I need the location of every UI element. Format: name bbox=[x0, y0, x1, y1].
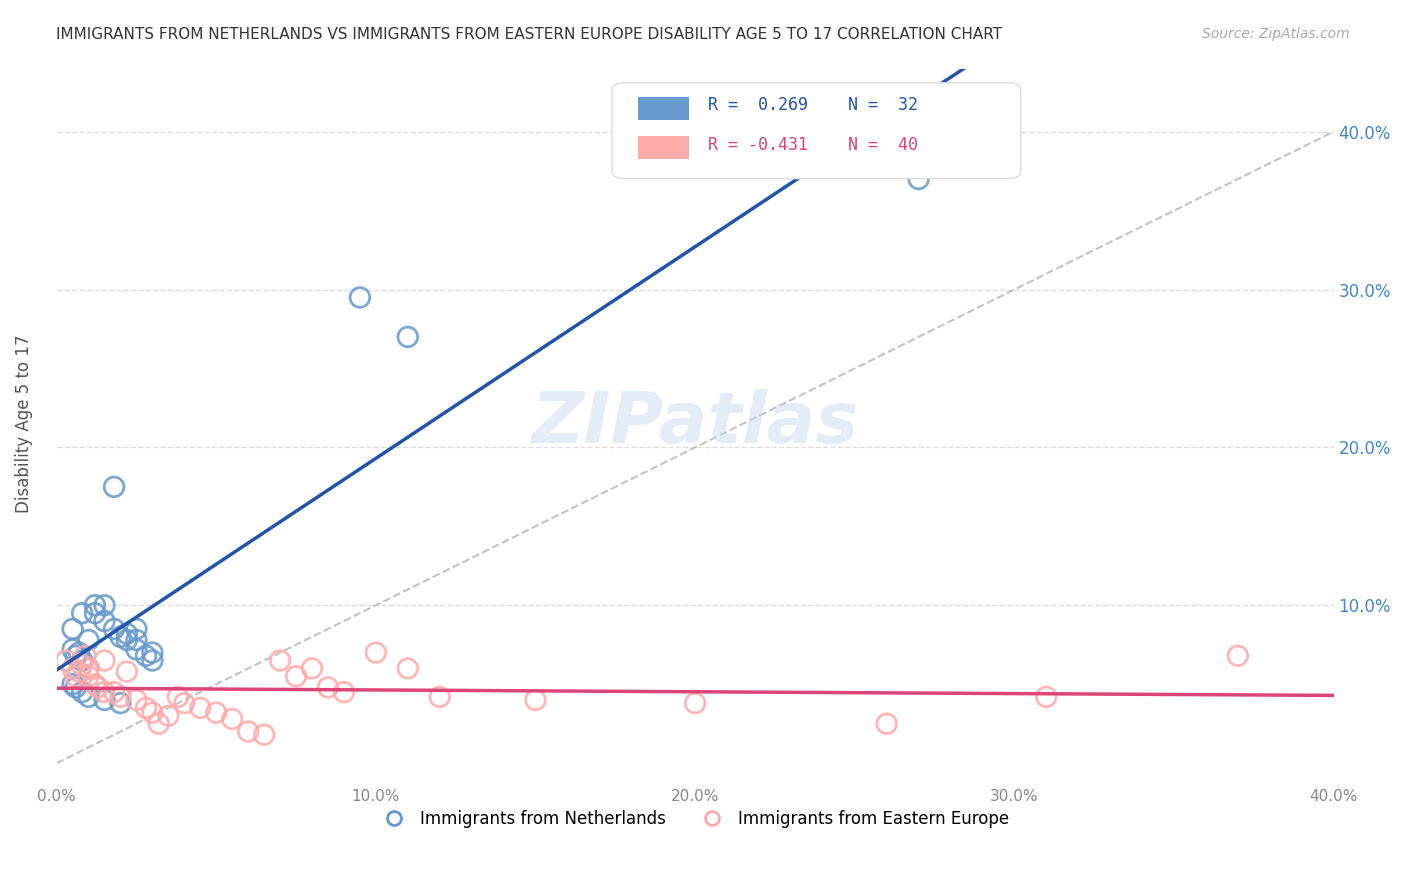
Text: Source: ZipAtlas.com: Source: ZipAtlas.com bbox=[1202, 27, 1350, 41]
Legend: Immigrants from Netherlands, Immigrants from Eastern Europe: Immigrants from Netherlands, Immigrants … bbox=[375, 803, 1015, 835]
Point bbox=[70, 658, 93, 673]
FancyBboxPatch shape bbox=[638, 136, 689, 159]
Point bbox=[110, 696, 132, 710]
Point bbox=[93, 599, 115, 613]
Point bbox=[93, 693, 115, 707]
FancyBboxPatch shape bbox=[612, 83, 1021, 178]
Point bbox=[238, 724, 260, 739]
Point bbox=[141, 653, 163, 667]
Point bbox=[84, 599, 107, 613]
Point bbox=[67, 646, 90, 660]
Point bbox=[141, 646, 163, 660]
Point bbox=[301, 661, 323, 675]
Point bbox=[67, 665, 90, 679]
Point bbox=[62, 677, 84, 691]
Text: R = -0.431    N =  40: R = -0.431 N = 40 bbox=[707, 136, 918, 153]
Point bbox=[333, 685, 356, 699]
Point bbox=[75, 648, 97, 663]
Point bbox=[84, 677, 107, 691]
Point bbox=[148, 716, 170, 731]
Point bbox=[77, 690, 100, 704]
Point bbox=[125, 622, 148, 636]
Point bbox=[269, 653, 291, 667]
Point bbox=[62, 642, 84, 657]
Point bbox=[110, 690, 132, 704]
Point bbox=[125, 632, 148, 647]
Point bbox=[65, 681, 87, 695]
Point bbox=[285, 669, 308, 683]
Point bbox=[65, 648, 87, 663]
Point bbox=[62, 661, 84, 675]
Point bbox=[84, 606, 107, 620]
Point bbox=[115, 665, 138, 679]
Point bbox=[103, 480, 125, 494]
Point bbox=[396, 661, 419, 675]
Point bbox=[77, 661, 100, 675]
Point bbox=[115, 632, 138, 647]
Point bbox=[157, 708, 180, 723]
Point bbox=[173, 696, 195, 710]
Point bbox=[683, 696, 706, 710]
Point bbox=[135, 648, 157, 663]
Point bbox=[70, 653, 93, 667]
Text: R =  0.269    N =  32: R = 0.269 N = 32 bbox=[707, 96, 918, 114]
Point bbox=[115, 626, 138, 640]
Point bbox=[524, 693, 547, 707]
Point bbox=[103, 622, 125, 636]
Point bbox=[62, 622, 84, 636]
Point bbox=[188, 701, 211, 715]
Point bbox=[77, 632, 100, 647]
Point bbox=[93, 653, 115, 667]
Point bbox=[364, 646, 387, 660]
Point bbox=[93, 685, 115, 699]
Point bbox=[316, 681, 339, 695]
Point bbox=[221, 712, 243, 726]
Point bbox=[93, 614, 115, 628]
Text: ZIPatlas: ZIPatlas bbox=[531, 389, 859, 458]
Point bbox=[205, 706, 228, 720]
Point bbox=[55, 653, 77, 667]
Point bbox=[141, 706, 163, 720]
Point bbox=[1226, 648, 1249, 663]
Point bbox=[65, 669, 87, 683]
Point bbox=[253, 728, 276, 742]
Point bbox=[77, 669, 100, 683]
Point bbox=[103, 685, 125, 699]
Y-axis label: Disability Age 5 to 17: Disability Age 5 to 17 bbox=[15, 334, 32, 513]
Point bbox=[70, 685, 93, 699]
Point bbox=[70, 606, 93, 620]
Point bbox=[876, 716, 898, 731]
Point bbox=[167, 690, 190, 704]
Point bbox=[429, 690, 451, 704]
FancyBboxPatch shape bbox=[638, 97, 689, 120]
Point bbox=[349, 290, 371, 304]
Point bbox=[135, 701, 157, 715]
Point bbox=[110, 630, 132, 644]
Point bbox=[77, 661, 100, 675]
Text: IMMIGRANTS FROM NETHERLANDS VS IMMIGRANTS FROM EASTERN EUROPE DISABILITY AGE 5 T: IMMIGRANTS FROM NETHERLANDS VS IMMIGRANT… bbox=[56, 27, 1002, 42]
Point bbox=[125, 642, 148, 657]
Point bbox=[125, 693, 148, 707]
Point bbox=[907, 172, 929, 186]
Point bbox=[1035, 690, 1057, 704]
Point bbox=[87, 681, 110, 695]
Point bbox=[396, 330, 419, 344]
